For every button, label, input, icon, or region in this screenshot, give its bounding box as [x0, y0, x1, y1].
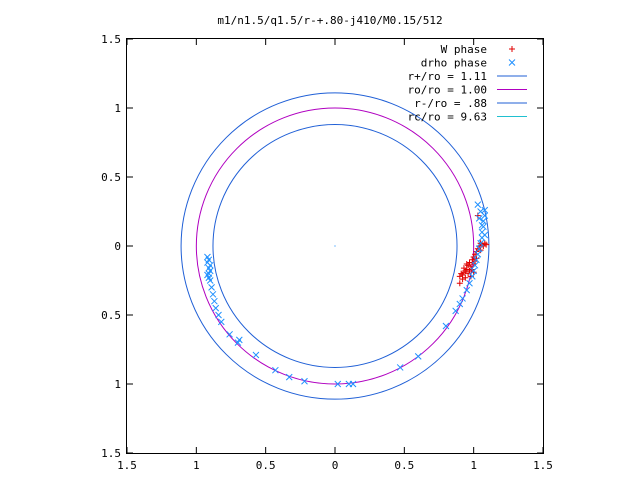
y-tick-label: 0.5	[101, 309, 121, 322]
w-phase-point	[465, 262, 472, 269]
drho-phase-point	[470, 267, 478, 275]
drho-phase-point	[235, 336, 243, 344]
drho-phase-point	[474, 250, 482, 258]
drho-phase-point	[475, 215, 483, 222]
y-tick-label: 1.5	[101, 33, 121, 46]
drho-phase-point	[452, 307, 459, 315]
w-phase-point	[463, 260, 470, 267]
w-phase-point	[462, 274, 469, 281]
drho-phase-point	[477, 239, 484, 247]
x-tick-label: 0.5	[256, 459, 276, 472]
y-tick-label: 1	[114, 378, 121, 391]
drho-phase-point	[481, 231, 489, 239]
y-tick-label: 0.5	[101, 171, 121, 184]
drho-phase-point	[442, 322, 450, 330]
legend-plus-marker	[509, 46, 515, 52]
drho-phase-point	[206, 277, 214, 284]
y-tick-label: 1.5	[101, 447, 121, 460]
center-point	[334, 245, 336, 247]
w-phase-point	[474, 245, 481, 252]
legend-label: rc/ro = 9.63	[408, 111, 487, 124]
y-tick-label: 1	[114, 102, 121, 115]
circle-r+	[180, 92, 490, 400]
w-phase-point	[483, 241, 490, 248]
circle-ro	[195, 107, 475, 385]
x-tick-label: 1.5	[533, 459, 553, 472]
drho-phase-point	[463, 286, 471, 294]
chart-title: m1/n1.5/q1.5/r-+.80-j410/M0.15/512	[217, 14, 442, 27]
x-tick-label: 0	[332, 459, 339, 472]
drho-phase-point	[475, 245, 483, 253]
drho-phase-point	[209, 290, 217, 298]
w-phase-point	[459, 276, 466, 283]
drho-phase-point	[456, 300, 464, 308]
drho-phase-point	[215, 311, 222, 319]
legend-label: r+/ro = 1.11	[408, 70, 487, 83]
legend-label: drho phase	[421, 57, 487, 70]
drho-phase-point	[212, 304, 220, 312]
drho-phase-point	[468, 273, 476, 280]
drho-phase-point	[477, 208, 484, 215]
drho-phase-point	[471, 261, 479, 269]
w-phase-point	[469, 256, 476, 263]
drho-phase-point	[334, 380, 342, 388]
drho-phase-point	[473, 256, 480, 264]
x-tick-label: 1	[470, 459, 477, 472]
w-phase-point	[456, 273, 463, 280]
drho-phase-point	[208, 284, 215, 291]
drho-phase-point	[349, 380, 357, 388]
data-points	[204, 201, 490, 388]
w-phase-point	[460, 265, 467, 272]
drho-phase-point	[272, 366, 279, 374]
drho-phase-point	[466, 279, 473, 287]
axis-ticks: 1.5 1 0.5 0 0.5 1 1.51.510.500.511.5	[101, 33, 553, 472]
legend-label: r-/ro = .88	[414, 97, 487, 110]
x-tick-label: 1	[193, 459, 200, 472]
plot-frame	[126, 38, 544, 454]
x-tick-label: 0.5	[394, 459, 414, 472]
y-tick-label: 0	[114, 240, 121, 253]
w-phase-point	[458, 270, 465, 277]
reference-circles	[180, 92, 490, 400]
drho-phase-point	[481, 206, 489, 214]
legend-x-marker	[508, 59, 516, 66]
circle-r-	[212, 124, 458, 368]
w-phase-point	[462, 267, 469, 274]
w-phase-point	[466, 259, 473, 266]
drho-phase-point	[211, 297, 218, 305]
drho-phase-point	[301, 377, 308, 385]
w-phase-point	[472, 251, 479, 258]
drho-phase-point	[459, 295, 466, 302]
drho-phase-point	[414, 353, 422, 360]
drho-phase-point	[474, 201, 482, 208]
w-phase-point	[467, 273, 474, 280]
drho-phase-point	[226, 330, 233, 338]
w-phase-point	[463, 266, 470, 273]
legend-label: W phase	[441, 43, 487, 56]
drho-phase-point	[478, 221, 486, 229]
drho-phase-point	[480, 217, 487, 225]
x-tick-label: 1.5	[117, 459, 137, 472]
drho-phase-point	[396, 364, 404, 371]
drho-phase-point	[285, 373, 293, 381]
legend-label: ro/ro = 1.00	[408, 84, 487, 97]
drho-phase-point	[217, 318, 225, 326]
drho-phase-point	[252, 351, 260, 359]
w-phase-point	[456, 280, 463, 287]
